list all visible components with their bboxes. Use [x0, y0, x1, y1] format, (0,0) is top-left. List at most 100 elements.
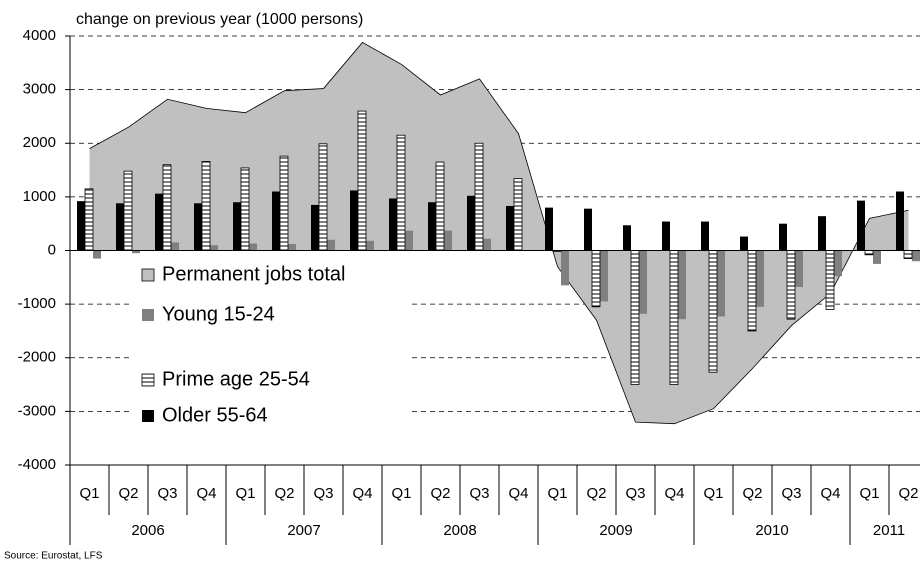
legend-label: Older 55-64	[162, 404, 268, 426]
y-tick-label: 4000	[23, 27, 56, 44]
bar	[84, 188, 94, 251]
source: Source: Eurostat, LFS	[4, 551, 103, 562]
legend-swatch	[142, 309, 154, 321]
bar	[405, 230, 413, 251]
bar	[93, 250, 101, 259]
bar	[435, 161, 445, 251]
x-tick-label: Q4	[352, 485, 372, 502]
bar	[444, 230, 452, 251]
x-tick-label: Q1	[703, 485, 723, 502]
bar	[561, 250, 569, 286]
area-outline	[89, 41, 909, 425]
bar	[194, 203, 202, 251]
y-tick-label: -2000	[18, 349, 56, 366]
x-tick-label: Q3	[469, 485, 489, 502]
bar	[779, 223, 787, 251]
bar	[389, 198, 397, 251]
bar	[584, 208, 592, 251]
bar	[155, 193, 163, 251]
axis-title: change on previous year (1000 persons)	[76, 11, 363, 28]
legend-label: Young 15-24	[162, 303, 275, 325]
y-tick-label: 1000	[23, 188, 56, 205]
bar	[483, 238, 491, 251]
bar	[896, 191, 904, 251]
x-tick-label: Q2	[742, 485, 762, 502]
x-tick-label: Q3	[781, 485, 801, 502]
bar	[678, 250, 686, 320]
legend-label: Permanent jobs total	[162, 263, 345, 285]
y-tick-label: -3000	[18, 402, 56, 419]
y-tick-label: -4000	[18, 456, 56, 473]
bar	[272, 191, 280, 251]
bar	[795, 250, 803, 287]
bar	[513, 178, 523, 251]
year-label: 2010	[755, 522, 788, 539]
bar	[233, 202, 241, 251]
x-tick-label: Q1	[79, 485, 99, 502]
bar	[662, 221, 670, 251]
bar	[210, 245, 218, 251]
bar	[467, 195, 475, 251]
x-tick-label: Q2	[274, 485, 294, 502]
bar	[864, 250, 874, 256]
y-tick-label: 0	[48, 241, 56, 258]
legend-swatch	[142, 410, 154, 422]
bar	[545, 207, 553, 251]
year-label: 2007	[287, 522, 320, 539]
bar	[600, 250, 608, 302]
bar	[318, 143, 328, 251]
x-tick-label: Q4	[820, 485, 840, 502]
year-label: 2006	[131, 522, 164, 539]
bar	[912, 250, 920, 262]
bar	[171, 242, 179, 251]
bar	[903, 250, 913, 259]
y-tick-label: 2000	[23, 134, 56, 151]
x-tick-label: Q4	[508, 485, 528, 502]
x-tick-label: Q1	[859, 485, 879, 502]
bar	[311, 204, 319, 251]
bar	[818, 216, 826, 251]
x-tick-label: Q3	[157, 485, 177, 502]
bar	[747, 250, 757, 332]
year-label: 2009	[599, 522, 632, 539]
bar	[249, 243, 257, 251]
x-tick-label: Q3	[313, 485, 333, 502]
bar	[327, 239, 335, 251]
bar	[506, 205, 514, 251]
bar	[474, 142, 484, 251]
x-tick-label: Q2	[898, 485, 918, 502]
y-tick-label: -1000	[18, 295, 56, 312]
bar	[834, 250, 842, 277]
x-tick-label: Q2	[118, 485, 138, 502]
bar	[132, 250, 140, 254]
bar	[366, 240, 374, 251]
bar	[873, 250, 881, 264]
bar	[279, 155, 289, 251]
x-tick-label: Q1	[547, 485, 567, 502]
bar	[669, 250, 679, 385]
x-tick-label: Q2	[430, 485, 450, 502]
bar	[77, 201, 85, 251]
year-label: 2011	[873, 522, 905, 539]
bar	[740, 236, 748, 251]
bar	[786, 250, 796, 320]
bar	[591, 250, 601, 308]
bar	[162, 164, 172, 251]
year-label: 2008	[443, 522, 476, 539]
bar	[857, 200, 865, 251]
bar	[357, 110, 367, 251]
x-tick-label: Q2	[586, 485, 606, 502]
legend-label: Prime age 25-54	[162, 368, 310, 390]
x-tick-label: Q1	[235, 485, 255, 502]
bar	[623, 225, 631, 251]
bar	[630, 250, 640, 385]
bar	[717, 250, 725, 317]
x-tick-label: Q4	[196, 485, 216, 502]
legend-background	[130, 258, 410, 438]
x-tick-label: Q1	[391, 485, 411, 502]
legend-swatch	[141, 373, 155, 387]
legend-swatch	[141, 268, 155, 282]
bar	[201, 161, 211, 251]
bar	[396, 134, 406, 251]
